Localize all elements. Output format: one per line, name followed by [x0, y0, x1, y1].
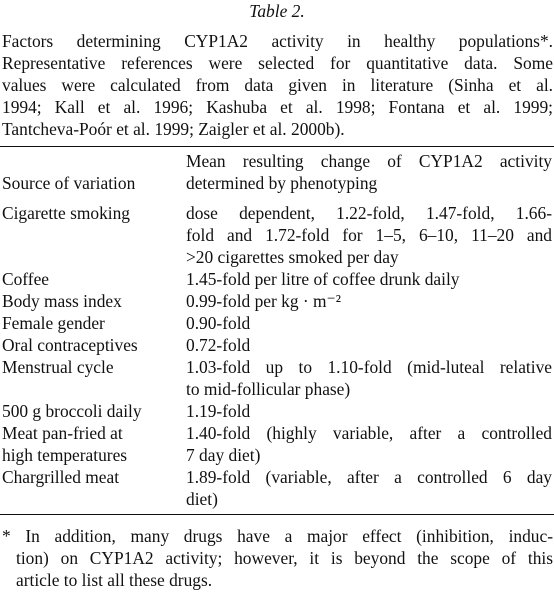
- table-row: Female gender 0.90-fold: [0, 312, 554, 334]
- effect-line: 0.72-fold: [186, 335, 251, 355]
- source-cell: Oral contraceptives: [0, 334, 186, 356]
- source-cell: Body mass index: [0, 290, 186, 312]
- table-row: Menstrual cycle 1.03-fold up to 1.10-fold…: [0, 356, 554, 400]
- effect-line: dose dependent, 1.22-fold, 1.47-fold, 1.…: [186, 203, 552, 223]
- table-row: Coffee 1.45-fold per litre of coffee drun…: [0, 268, 554, 290]
- effect-cell: 1.89-fold (variable, after a controlled …: [186, 466, 554, 514]
- effect-line: 1.19-fold: [186, 401, 251, 421]
- source-line: Coffee: [2, 269, 50, 289]
- header-effect-line: determined by phenotyping: [186, 173, 378, 193]
- document-page: Table 2. Factors determining CYP1A2 acti…: [0, 1, 554, 591]
- effect-cell: 1.19-fold: [186, 400, 554, 422]
- table-row: 500 g broccoli daily 1.19-fold: [0, 400, 554, 422]
- effect-line: fold and 1.72-fold for 1–5, 6–10, 11–20 …: [186, 225, 552, 245]
- footnote-line: tion) on CYP1A2 activity; however, it is…: [16, 548, 553, 568]
- source-cell: Coffee: [0, 268, 186, 290]
- source-line: 500 g broccoli daily: [2, 401, 142, 421]
- caption-line: values were calculated from data given i…: [2, 75, 553, 95]
- table-bottom-rule: [0, 514, 554, 515]
- source-line: Female gender: [2, 313, 105, 333]
- effect-line: 1.40-fold (highly variable, after a cont…: [186, 423, 552, 443]
- table-row: Oral contraceptives 0.72-fold: [0, 334, 554, 356]
- table-row: Body mass index 0.99-fold per kg · m⁻²: [0, 290, 554, 312]
- table-row: Meat pan-fried at high temperatures 1.40-f…: [0, 422, 554, 466]
- caption-line: Factors determining CYP1A2 activity in h…: [2, 31, 553, 51]
- effect-line: 1.03-fold up to 1.10-fold (mid-luteal re…: [186, 357, 552, 377]
- effect-cell: 0.99-fold per kg · m⁻²: [186, 290, 554, 312]
- effect-line: 7 day diet): [186, 445, 261, 465]
- source-line: Oral contraceptives: [2, 335, 138, 355]
- header-effect-line: Mean resulting change of CYP1A2 activity: [186, 151, 552, 171]
- effect-line: 1.89-fold (variable, after a controlled …: [186, 467, 552, 487]
- header-effect: Mean resulting change of CYP1A2 activity…: [186, 147, 554, 198]
- source-line: Meat pan-fried at: [2, 423, 123, 443]
- source-cell: Female gender: [0, 312, 186, 334]
- caption-line: 1994; Kall et al. 1996; Kashuba et al. 1…: [2, 97, 553, 117]
- table-header-row: Source of variation Mean resulting chang…: [0, 147, 554, 198]
- source-cell: Chargrilled meat: [0, 466, 186, 514]
- caption-line: Representative references were selected …: [2, 53, 553, 73]
- effect-line: diet): [186, 489, 218, 509]
- effect-cell: 1.40-fold (highly variable, after a cont…: [186, 422, 554, 466]
- source-line: Body mass index: [2, 291, 122, 311]
- table-footnote: * In addition, many drugs have a major e…: [2, 525, 553, 591]
- effect-line: 0.99-fold per kg · m⁻²: [186, 291, 341, 311]
- table-top-rule: [0, 146, 554, 147]
- source-cell: Meat pan-fried at high temperatures: [0, 422, 186, 466]
- source-cell: 500 g broccoli daily: [0, 400, 186, 422]
- cyp1a2-factors-table: Source of variation Mean resulting chang…: [0, 147, 554, 514]
- source-cell: Cigarette smoking: [0, 198, 186, 268]
- table-label: Table 2.: [249, 1, 305, 21]
- effect-line: 1.45-fold per litre of coffee drunk dail…: [186, 269, 460, 289]
- source-line: Menstrual cycle: [2, 357, 114, 377]
- effect-line: to mid-follicular phase): [186, 379, 351, 399]
- table-caption: Factors determining CYP1A2 activity in h…: [2, 30, 553, 140]
- effect-line: 0.90-fold: [186, 313, 251, 333]
- effect-cell: dose dependent, 1.22-fold, 1.47-fold, 1.…: [186, 198, 554, 268]
- footnote-line: * In addition, many drugs have a major e…: [2, 526, 553, 546]
- header-source: Source of variation: [2, 173, 136, 193]
- source-line: Chargrilled meat: [2, 467, 120, 487]
- effect-line: >20 cigarettes smoked per day: [186, 247, 399, 267]
- source-line: Cigarette smoking: [2, 203, 130, 223]
- effect-cell: 1.45-fold per litre of coffee drunk dail…: [186, 268, 554, 290]
- source-cell: Menstrual cycle: [0, 356, 186, 400]
- table-row: Cigarette smoking dose dependent, 1.22-fo…: [0, 198, 554, 268]
- footnote-line: article to list all these drugs.: [16, 570, 213, 590]
- effect-cell: 1.03-fold up to 1.10-fold (mid-luteal re…: [186, 356, 554, 400]
- effect-cell: 0.72-fold: [186, 334, 554, 356]
- source-line: high temperatures: [2, 445, 128, 465]
- table-row: Chargrilled meat 1.89-fold (variable, aft…: [0, 466, 554, 514]
- effect-cell: 0.90-fold: [186, 312, 554, 334]
- caption-line: Tantcheva-Poór et al. 1999; Zaigler et a…: [2, 119, 345, 139]
